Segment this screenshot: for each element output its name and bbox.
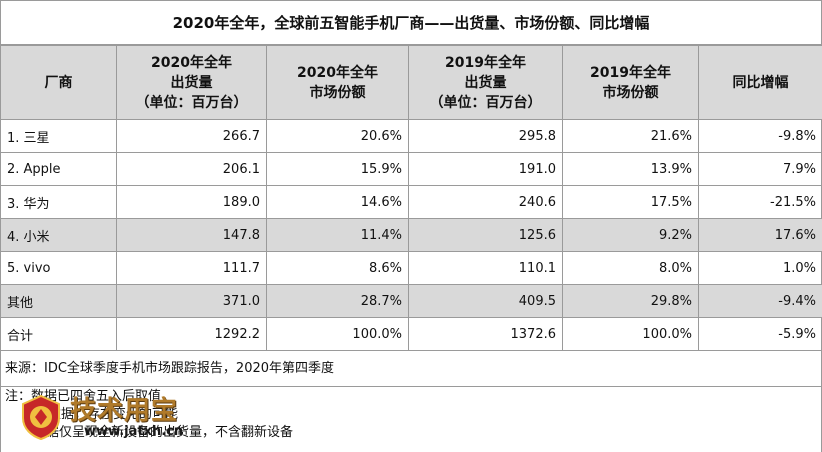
cell-yoy: -9.8% — [698, 119, 822, 153]
cell-shipments-2019: 295.8 — [408, 119, 563, 153]
cell-share-2020: 20.6% — [266, 119, 409, 153]
cell-share-2020: 15.9% — [266, 152, 409, 186]
cell-yoy: 17.6% — [698, 218, 822, 252]
footnote-2: 版数据，存在变化的可能 — [35, 407, 179, 422]
cell-shipments-2020: 266.7 — [116, 119, 267, 153]
table-row: 3. 华为 189.0 14.6% 240.6 17.5% -21.5% — [0, 185, 822, 219]
cell-vendor: 3. 华为 — [0, 185, 117, 219]
cell-vendor: 4. 小米 — [0, 218, 117, 252]
cell-share-2020: 28.7% — [266, 284, 409, 318]
footnote-3: 数据仅呈现全新设备的出货量，不含翻新设备 — [33, 425, 294, 440]
cell-shipments-2019: 125.6 — [408, 218, 563, 252]
cell-shipments-2020: 371.0 — [116, 284, 267, 318]
watermark-text: 技术用宝 — [70, 396, 179, 426]
table-row: 其他 371.0 28.7% 409.5 29.8% -9.4% — [0, 284, 822, 318]
cell-shipments-2020: 147.8 — [116, 218, 267, 252]
cell-yoy: -21.5% — [698, 185, 822, 219]
cell-yoy: -9.4% — [698, 284, 822, 318]
header-vendor: 厂商 — [0, 45, 117, 120]
cell-share-2019: 13.9% — [562, 152, 699, 186]
table-row: 5. vivo 111.7 8.6% 110.1 8.0% 1.0% — [0, 251, 822, 285]
cell-share-2020: 100.0% — [266, 317, 409, 351]
header-row: 厂商 2020年全年 出货量 （单位：百万台） 2020年全年 市场份额 201… — [0, 45, 822, 120]
cell-shipments-2019: 1372.6 — [408, 317, 563, 351]
header-shipments-2019: 2019年全年 出货量 （单位：百万台） — [408, 45, 563, 120]
table-row: 4. 小米 147.8 11.4% 125.6 9.2% 17.6% — [0, 218, 822, 252]
cell-vendor: 其他 — [0, 284, 117, 318]
cell-share-2020: 11.4% — [266, 218, 409, 252]
header-share-2020: 2020年全年 市场份额 — [266, 45, 409, 120]
cell-vendor: 1. 三星 — [0, 119, 117, 153]
watermark: 技术用宝 www.jatxh.cn — [18, 388, 238, 450]
table-title: 2020年全年，全球前五智能手机厂商——出货量、市场份额、同比增幅 — [0, 0, 822, 45]
data-table: 厂商 2020年全年 出货量 （单位：百万台） 2020年全年 市场份额 201… — [0, 45, 822, 351]
table-row: 1. 三星 266.7 20.6% 295.8 21.6% -9.8% — [0, 119, 822, 153]
cell-share-2019: 21.6% — [562, 119, 699, 153]
cell-share-2019: 9.2% — [562, 218, 699, 252]
cell-shipments-2020: 1292.2 — [116, 317, 267, 351]
cell-shipments-2020: 111.7 — [116, 251, 267, 285]
table-row-total: 合计 1292.2 100.0% 1372.6 100.0% -5.9% — [0, 317, 822, 351]
cell-shipments-2020: 206.1 — [116, 152, 267, 186]
header-share-2019: 2019年全年 市场份额 — [562, 45, 699, 120]
cell-shipments-2019: 240.6 — [408, 185, 563, 219]
cell-vendor: 5. vivo — [0, 251, 117, 285]
cell-shipments-2019: 191.0 — [408, 152, 563, 186]
watermark-url: www.jatxh.cn — [84, 424, 184, 439]
source-note: 来源：IDC全球季度手机市场跟踪报告，2020年第四季度 — [0, 350, 822, 387]
cell-share-2020: 8.6% — [266, 251, 409, 285]
cell-share-2019: 8.0% — [562, 251, 699, 285]
cell-share-2019: 17.5% — [562, 185, 699, 219]
table-row: 2. Apple 206.1 15.9% 191.0 13.9% 7.9% — [0, 152, 822, 186]
header-shipments-2020: 2020年全年 出货量 （单位：百万台） — [116, 45, 267, 120]
cell-shipments-2019: 409.5 — [408, 284, 563, 318]
cell-yoy: 7.9% — [698, 152, 822, 186]
cell-share-2019: 29.8% — [562, 284, 699, 318]
cell-shipments-2019: 110.1 — [408, 251, 563, 285]
cell-share-2020: 14.6% — [266, 185, 409, 219]
cell-vendor: 2. Apple — [0, 152, 117, 186]
watermark-badge-icon — [22, 394, 60, 440]
cell-shipments-2020: 189.0 — [116, 185, 267, 219]
cell-share-2019: 100.0% — [562, 317, 699, 351]
cell-yoy: -5.9% — [698, 317, 822, 351]
cell-yoy: 1.0% — [698, 251, 822, 285]
header-yoy: 同比增幅 — [698, 45, 822, 120]
cell-vendor: 合计 — [0, 317, 117, 351]
